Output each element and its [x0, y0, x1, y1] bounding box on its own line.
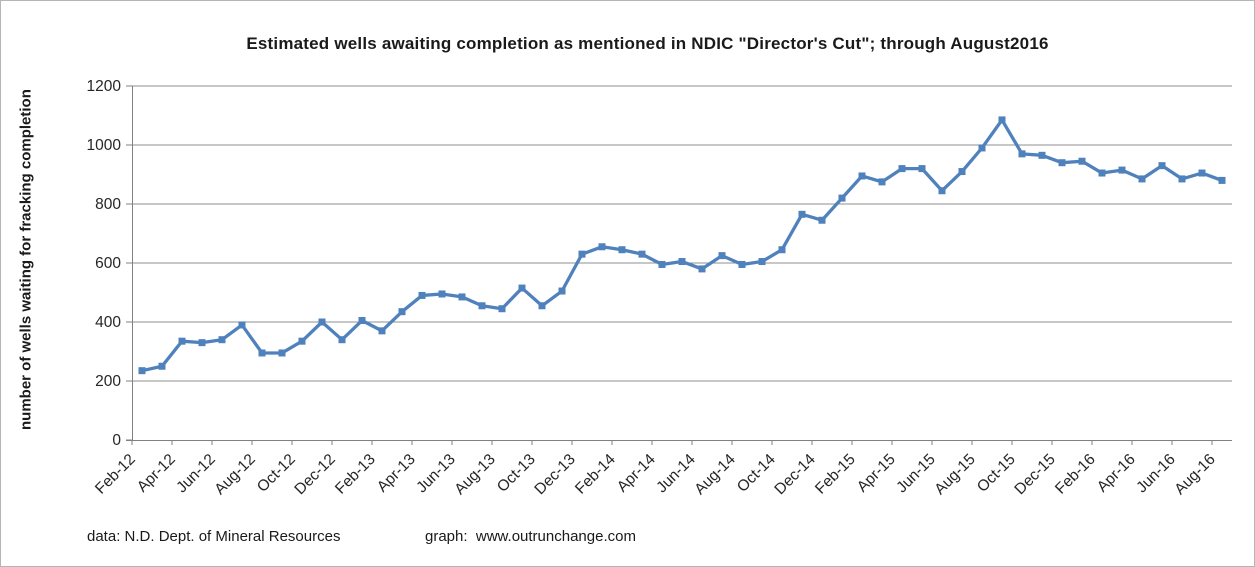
data-point-marker [898, 165, 906, 173]
y-tick-label: 600 [95, 255, 121, 272]
data-point-marker [1138, 175, 1146, 183]
x-tick-label: Aug-14 [691, 451, 739, 499]
x-tick-label: Jun-16 [1133, 451, 1179, 497]
data-point-marker [858, 172, 866, 180]
x-tick-label: Dec-12 [291, 451, 338, 498]
data-point-marker [638, 250, 646, 258]
data-point-marker [778, 246, 786, 254]
data-point-marker [1038, 151, 1046, 159]
x-tick-label: Dec-14 [771, 451, 819, 499]
x-tick-label: Apr-14 [614, 451, 659, 496]
data-point-marker [538, 302, 546, 310]
y-tick-label: 0 [112, 432, 121, 449]
data-point-marker [838, 194, 846, 202]
data-point-marker [1018, 150, 1026, 158]
data-point-marker [758, 258, 766, 266]
x-tick-label: Oct-15 [974, 451, 1019, 496]
data-point-marker [198, 339, 206, 347]
data-point-marker [218, 336, 226, 344]
x-tick-label: Oct-12 [254, 451, 299, 496]
data-point-marker [1118, 166, 1126, 174]
data-source-note: data: N.D. Dept. of Mineral Resources [87, 528, 341, 545]
x-tick-label: Aug-12 [211, 451, 258, 498]
x-tick-label: Feb-14 [572, 451, 619, 498]
x-tick-label: Aug-16 [1171, 451, 1218, 498]
data-point-marker [258, 349, 266, 357]
data-point-marker [558, 287, 566, 295]
y-tick-label: 800 [95, 196, 121, 213]
data-point-marker [238, 321, 246, 329]
x-tick-label: Jun-15 [893, 451, 939, 497]
data-point-marker [438, 290, 446, 298]
data-point-marker [278, 349, 286, 357]
data-point-marker [1178, 175, 1186, 183]
x-tick-label: Jun-12 [173, 451, 219, 497]
x-tick-label: Oct-13 [494, 451, 539, 496]
x-tick-label: Aug-13 [451, 451, 498, 498]
data-point-marker [178, 337, 186, 345]
data-point-marker [418, 291, 426, 299]
series-line [140, 118, 1224, 373]
data-point-marker [578, 250, 586, 258]
x-tick-label: Feb-13 [332, 451, 379, 498]
data-point-marker [478, 302, 486, 310]
x-tick-label: Feb-12 [92, 451, 139, 498]
data-point-marker [658, 260, 666, 268]
x-tick-label: Jun-14 [653, 451, 699, 497]
y-tick-label: 1000 [87, 137, 122, 154]
data-point-marker [798, 210, 806, 218]
x-tick-label: Apr-15 [854, 451, 899, 496]
data-point-marker [738, 260, 746, 268]
data-point-marker [1058, 159, 1066, 167]
data-point-marker [1098, 169, 1106, 177]
data-point-marker [518, 284, 526, 292]
data-point-marker [598, 243, 606, 251]
y-tick-label: 1200 [87, 78, 122, 95]
x-tick-label: Feb-15 [812, 451, 859, 498]
chart-title: Estimated wells awaiting completion as m… [246, 34, 1049, 53]
x-tick-label: Oct-14 [734, 451, 779, 496]
data-point-marker [138, 367, 146, 375]
data-point-marker [678, 258, 686, 266]
data-point-marker [1078, 157, 1086, 165]
data-point-marker [618, 246, 626, 254]
data-point-marker [158, 362, 166, 370]
x-tick-label: Feb-16 [1052, 451, 1099, 498]
data-point-marker [978, 144, 986, 152]
x-tick-label: Dec-13 [531, 451, 578, 498]
data-point-marker [958, 168, 966, 176]
data-point-marker [498, 305, 506, 313]
data-point-marker [1218, 176, 1226, 184]
data-point-marker [358, 317, 366, 325]
data-point-marker [1158, 162, 1166, 170]
data-point-marker [918, 165, 926, 173]
x-tick-label: Aug-15 [931, 451, 978, 498]
data-point-marker [458, 293, 466, 301]
data-point-marker [998, 116, 1006, 124]
y-tick-label: 200 [95, 373, 121, 390]
data-point-marker [298, 337, 306, 345]
data-point-marker [718, 252, 726, 260]
x-tick-label: Jun-13 [413, 451, 459, 497]
data-point-marker [938, 187, 946, 195]
data-point-marker [1198, 169, 1206, 177]
data-point-marker [338, 336, 346, 344]
data-point-marker [318, 318, 326, 326]
x-tick-label: Apr-12 [134, 451, 179, 496]
x-tick-label: Apr-13 [374, 451, 419, 496]
data-point-marker [698, 265, 706, 273]
data-point-marker [818, 216, 826, 224]
y-tick-label: 400 [95, 314, 121, 331]
graph-credit-note: graph: www.outrunchange.com [425, 528, 636, 545]
data-point-marker [378, 327, 386, 335]
data-point-marker [398, 308, 406, 316]
x-tick-label: Apr-16 [1094, 451, 1139, 496]
x-tick-label: Dec-15 [1011, 451, 1058, 498]
data-point-marker [878, 178, 886, 186]
